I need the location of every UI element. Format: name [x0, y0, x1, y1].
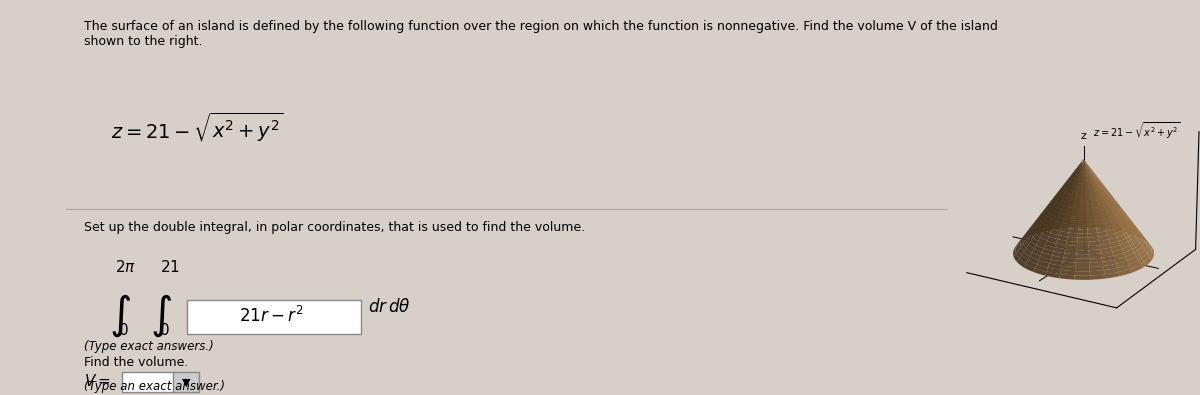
FancyBboxPatch shape	[122, 372, 175, 392]
Text: ▼: ▼	[182, 377, 191, 387]
Text: The surface of an island is defined by the following function over the region on: The surface of an island is defined by t…	[84, 20, 997, 48]
Text: $V=$: $V=$	[84, 373, 110, 389]
Text: $dr\,d\theta$: $dr\,d\theta$	[368, 298, 410, 316]
Text: $z=21-\sqrt{x^2+y^2}$: $z=21-\sqrt{x^2+y^2}$	[1093, 121, 1181, 141]
FancyBboxPatch shape	[187, 300, 361, 334]
Text: Find the volume.: Find the volume.	[84, 356, 188, 369]
Text: $\int$: $\int$	[109, 292, 131, 339]
FancyBboxPatch shape	[173, 372, 199, 392]
Text: $21$: $21$	[160, 259, 180, 275]
Text: $\int$: $\int$	[150, 292, 172, 339]
Text: $0$: $0$	[118, 322, 128, 338]
Text: $z=21-\sqrt{x^2+y^2}$: $z=21-\sqrt{x^2+y^2}$	[110, 111, 283, 144]
Text: $2\pi$: $2\pi$	[115, 259, 137, 275]
Text: $21r-r^2$: $21r-r^2$	[240, 306, 304, 326]
Text: Set up the double integral, in polar coordinates, that is used to find the volum: Set up the double integral, in polar coo…	[84, 221, 586, 234]
Text: (Type exact answers.): (Type exact answers.)	[84, 340, 214, 353]
Text: $0$: $0$	[158, 322, 169, 338]
Text: (Type an exact answer.): (Type an exact answer.)	[84, 380, 224, 393]
